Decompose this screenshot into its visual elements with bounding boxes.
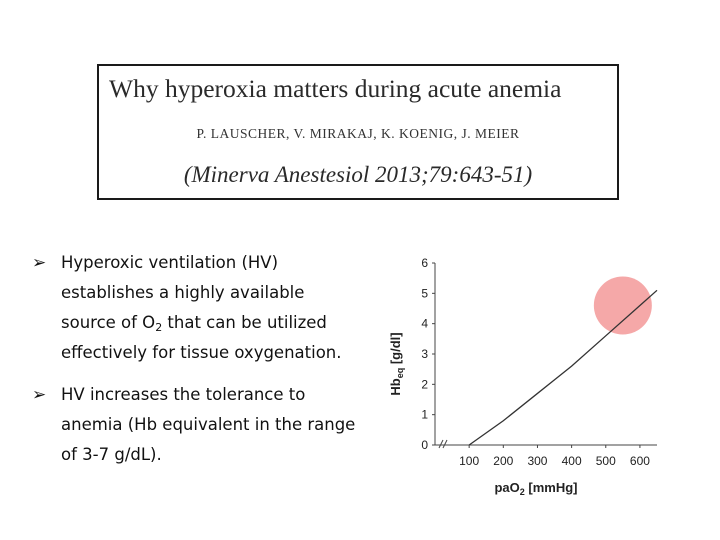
paper-citation: (Minerva Anestesiol 2013;79:643-51) [183, 162, 533, 187]
bullet-item: ➢ Hyperoxic ventilation (HV) establishes… [32, 248, 362, 368]
paper-authors: P. LAUSCHER, V. MIRAKAJ, K. KOENIG, J. M… [196, 126, 520, 141]
data-line [468, 289, 658, 446]
x-axis-label: paO2 [mmHg] [494, 480, 577, 497]
axis-break-mark [438, 439, 444, 449]
bullet-text: Hyperoxic ventilation (HV) establishes a… [61, 253, 342, 362]
x-tick-label: 300 [527, 454, 547, 468]
x-tick-label: 200 [493, 454, 513, 468]
y-tick-label: 2 [421, 377, 428, 391]
axis-break-mark [442, 439, 448, 449]
highlight-circle [593, 276, 652, 335]
bullet-item: ➢ HV increases the tolerance to anemia (… [32, 380, 362, 470]
x-tick-label: 100 [459, 454, 479, 468]
y-tick-label: 5 [421, 286, 428, 300]
x-tick-label: 400 [562, 454, 582, 468]
paper-title: Why hyperoxia matters during acute anemi… [109, 74, 562, 103]
y-tick-label: 4 [421, 317, 428, 331]
y-tick-label: 6 [421, 256, 428, 270]
y-tick-label: 0 [421, 438, 428, 452]
y-tick-label: 3 [421, 347, 428, 361]
x-tick-label: 600 [630, 454, 650, 468]
bullet-text: HV increases the tolerance to anemia (Hb… [61, 385, 356, 464]
paper-title-box: Why hyperoxia matters during acute anemi… [97, 64, 619, 200]
hb-equivalent-chart: 0 1 2 3 4 5 6 100 200 300 400 500 600 paO2 [mmHg] Hbeq… [388, 256, 658, 497]
x-tick-label: 500 [596, 454, 616, 468]
arrow-bullet-icon: ➢ [32, 385, 47, 405]
bullet-list: ➢ Hyperoxic ventilation (HV) establishes… [32, 248, 362, 482]
y-axis-label: Hbeq [g/dl] [388, 332, 405, 395]
arrow-bullet-icon: ➢ [32, 253, 47, 273]
y-tick-label: 1 [421, 408, 428, 422]
